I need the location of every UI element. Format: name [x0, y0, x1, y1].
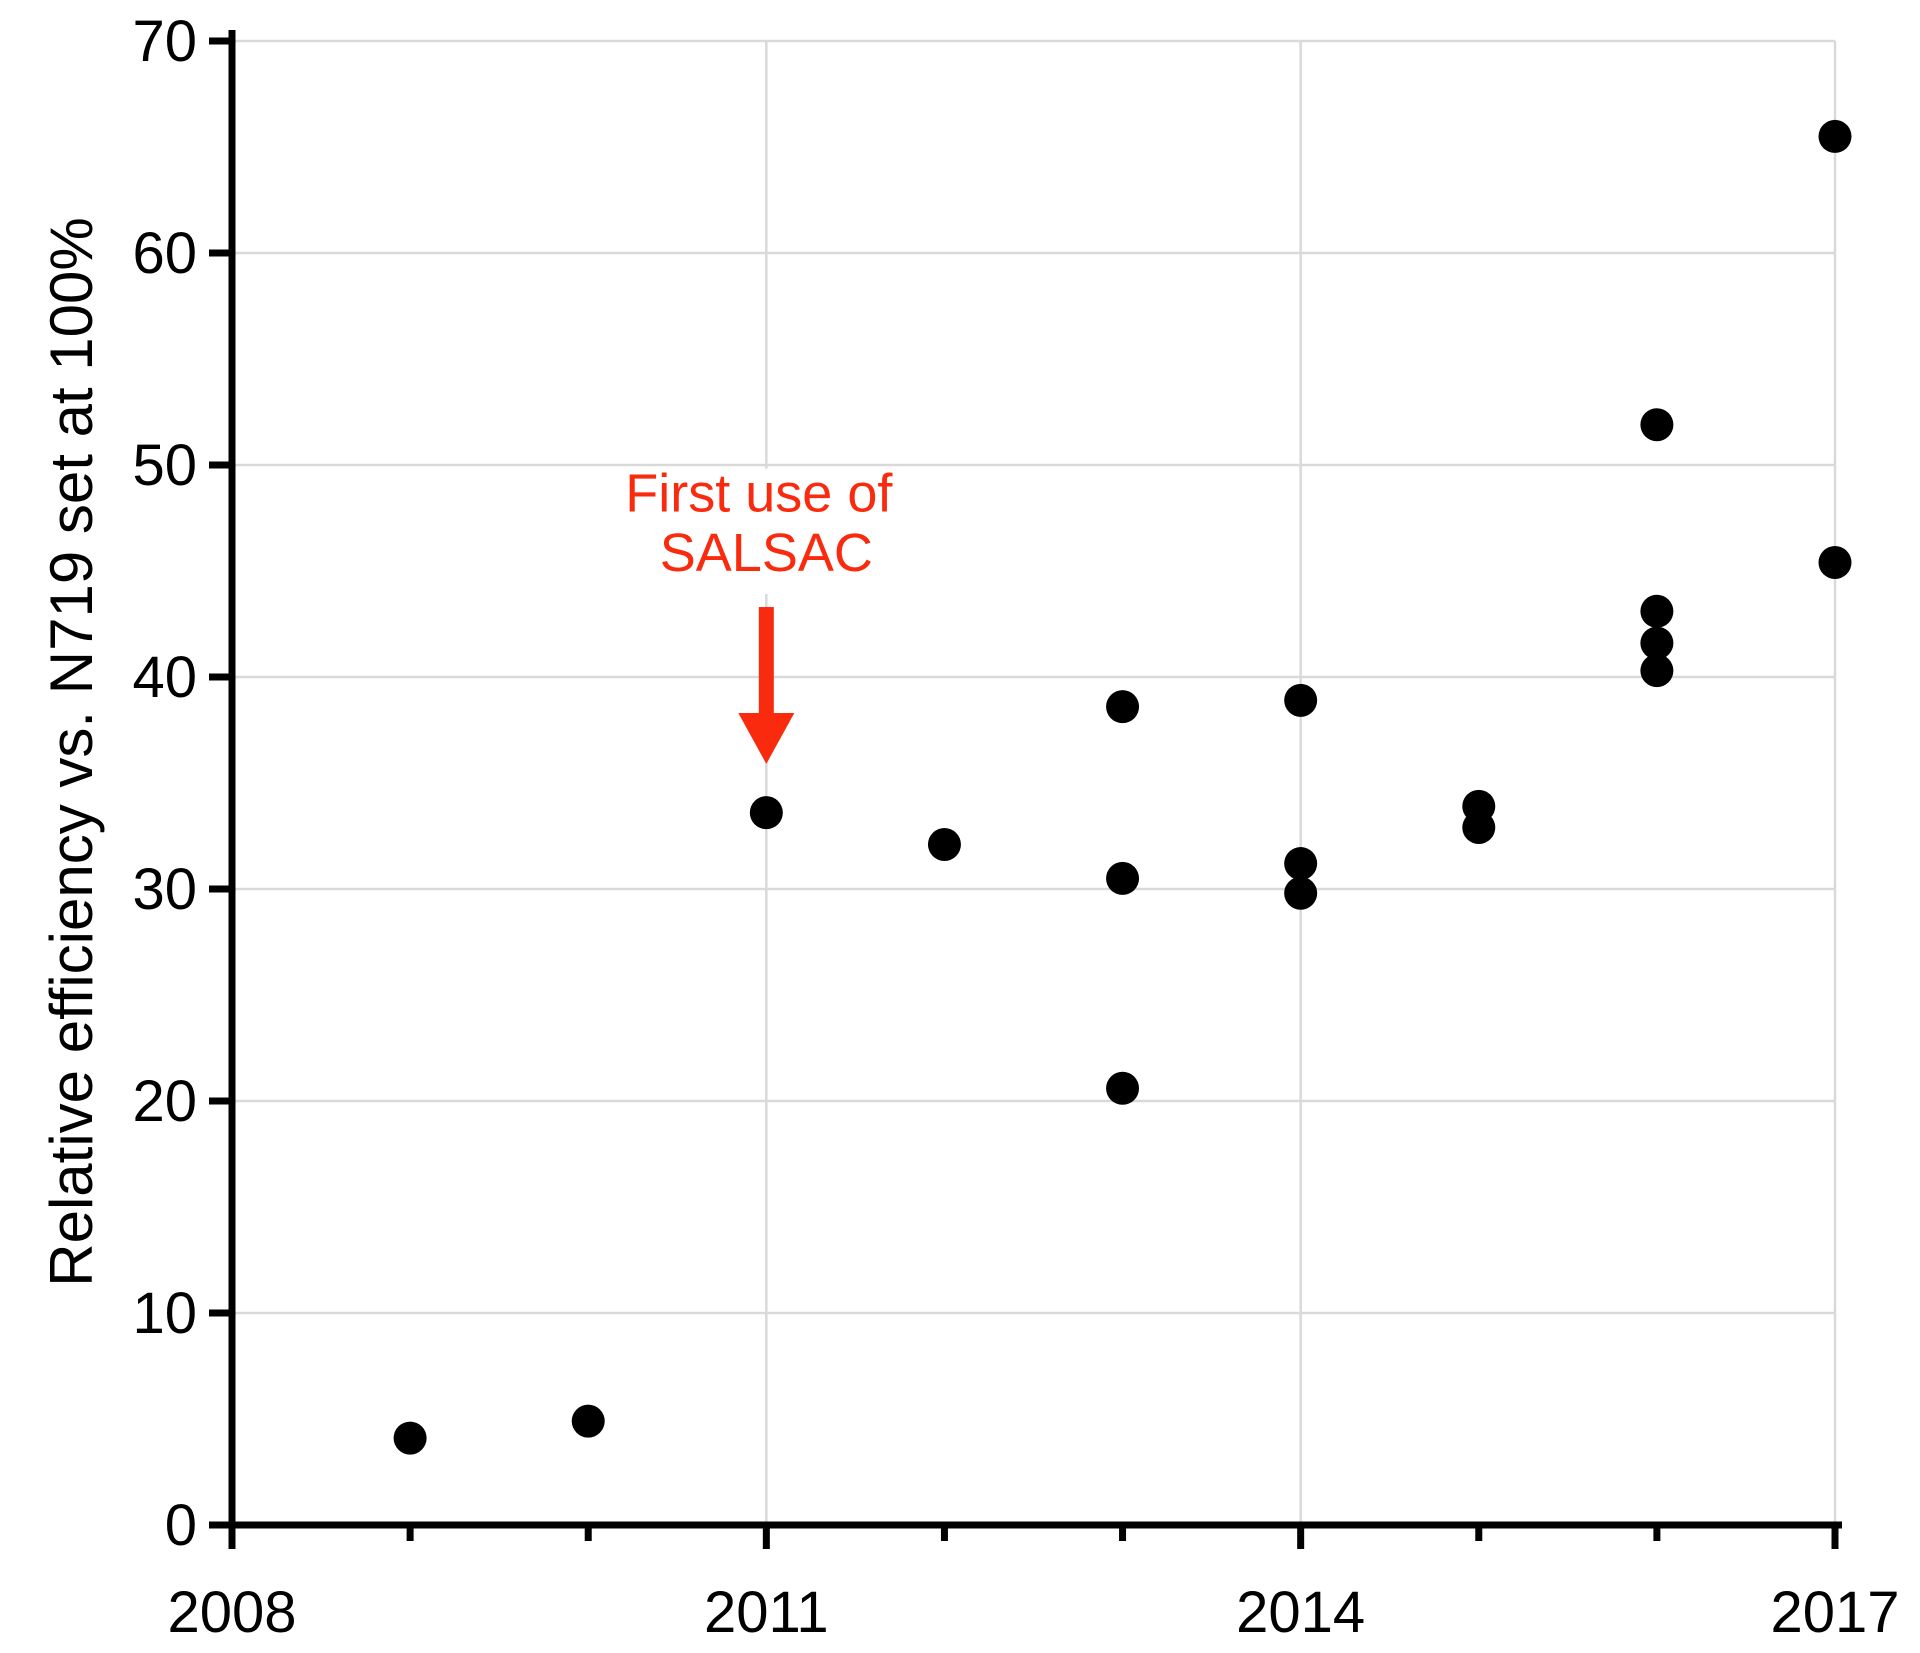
data-point: [1818, 119, 1852, 153]
data-point: [1284, 876, 1318, 910]
y-tick-label: 70: [132, 9, 197, 74]
annotation-text: First use of SALSAC: [625, 464, 907, 583]
data-point: [1640, 654, 1674, 688]
annotation-backing: [611, 468, 922, 594]
gridlines: [232, 39, 1837, 1525]
x-tick-labels: 2008 2011 2014 2017: [167, 1580, 1899, 1645]
y-tick-labels: 0 10 20 30 40 50 60 70: [132, 9, 197, 1558]
data-points: [393, 119, 1852, 1455]
annotation-line-1: First use of: [625, 464, 893, 524]
annotation-arrow-head-icon: [738, 713, 795, 764]
y-tick-label: 60: [132, 221, 197, 286]
y-tick-label: 30: [132, 857, 197, 922]
data-point: [1284, 683, 1318, 717]
data-point: [1640, 408, 1674, 442]
data-point: [1106, 861, 1140, 895]
data-point: [927, 827, 961, 861]
data-point: [1106, 1071, 1140, 1105]
annotation: First use of SALSAC: [611, 464, 922, 764]
data-point: [1640, 626, 1674, 660]
data-point: [1462, 811, 1496, 845]
annotation-arrow-shaft: [758, 607, 774, 714]
x-tick-label: 2008: [167, 1580, 296, 1645]
y-tick-label: 40: [132, 645, 197, 710]
data-point: [571, 1404, 605, 1438]
data-point: [1106, 690, 1140, 724]
y-tick-label: 20: [132, 1069, 197, 1134]
y-tick-label: 0: [165, 1493, 197, 1558]
x-tick-label: 2014: [1236, 1580, 1365, 1645]
data-point: [1818, 546, 1852, 580]
y-tick-label: 10: [132, 1281, 197, 1346]
y-axis-title: Relative efficiency vs. N719 set at 100%: [38, 217, 105, 1286]
annotation-line-2: SALSAC: [660, 523, 873, 583]
y-tick-label: 50: [132, 433, 197, 498]
x-tick-label: 2011: [704, 1580, 829, 1645]
axis-ticks: [209, 37, 1839, 1549]
data-point: [749, 796, 783, 830]
data-point: [393, 1421, 427, 1455]
axes: [228, 30, 1842, 1529]
data-point: [1640, 594, 1674, 628]
x-tick-label: 2017: [1770, 1580, 1899, 1645]
data-point: [1284, 847, 1318, 881]
